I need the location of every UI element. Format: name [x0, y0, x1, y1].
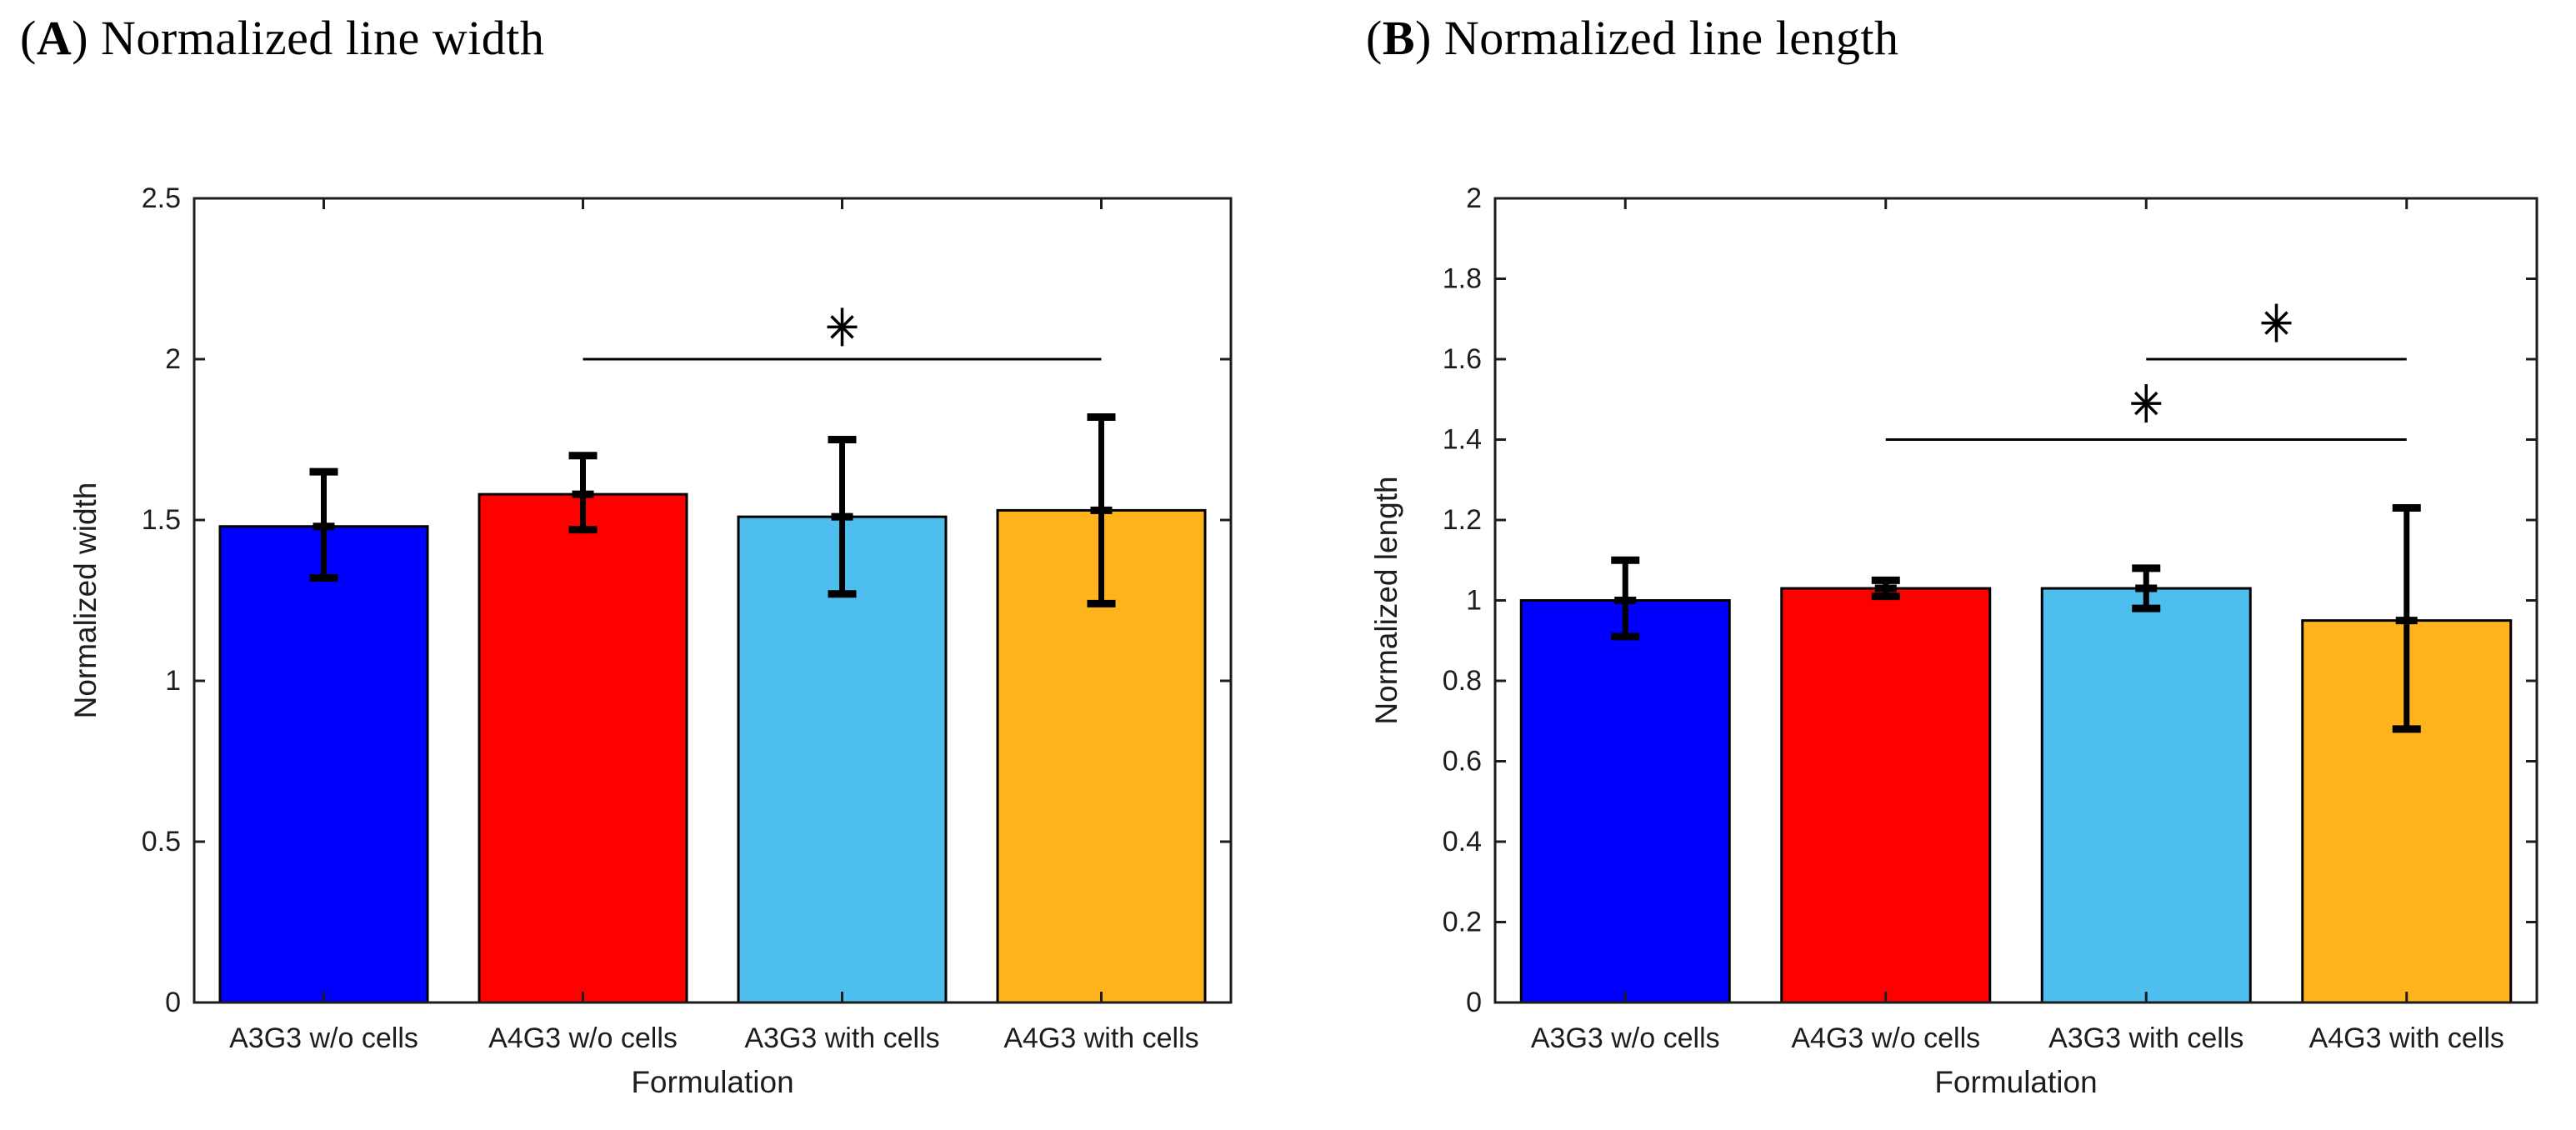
panel-a: (A) Normalized line width 0 0.5 1 1.5 2 2.5 A3… — [20, 10, 1233, 1099]
panel-b-title-open: ( — [1366, 11, 1383, 65]
x-tick-label: A3G3 w/o cells — [229, 1022, 418, 1054]
bar-chart-normalized-length: 0 0.2 0.4 0.6 0.8 1 1.2 1.4 1.6 1.8 2 A3G3 w/o cell… — [1369, 182, 2538, 1099]
y-tick-label: 1.5 — [142, 504, 181, 536]
asterisk-spoke — [2134, 391, 2158, 416]
bar-1 — [218, 525, 429, 1004]
y-tick-label: 2 — [165, 343, 181, 375]
y-tick-label: 2.5 — [142, 182, 181, 214]
x-tick-label: A4G3 w/o cells — [1791, 1022, 1980, 1054]
panel-b: (B) Normalized line length 0 0.2 0.4 0.6 0.8… — [1288, 0, 2576, 1130]
plot-box — [193, 197, 1233, 1004]
panel-b-title: (B) Normalized line length — [1366, 10, 1899, 66]
bar-1 — [1519, 599, 1731, 1004]
x-axis-label: Formulation — [1934, 1065, 2097, 1099]
x-tick-label: A3G3 with cells — [744, 1022, 939, 1054]
panel-b-title-letter: B — [1382, 11, 1416, 65]
y-tick-label: 1.8 — [1443, 263, 1482, 295]
panel-a-title-letter: A — [36, 11, 73, 65]
panel-a-title-rest: ) Normalized line width — [72, 11, 545, 65]
y-tick-label: 2 — [1466, 182, 1482, 214]
y-tick-label: 1.4 — [1443, 424, 1482, 456]
x-tick-label: A3G3 w/o cells — [1531, 1022, 1720, 1054]
x-tick-label: A4G3 w/o cells — [488, 1022, 678, 1054]
bar-chart-normalized-width: 0 0.5 1 1.5 2 2.5 A3G3 w/o cells A4G3 w/o cells… — [68, 182, 1233, 1099]
y-tick-label: 1.2 — [1443, 504, 1482, 536]
panel-a-title: (A) Normalized line width — [20, 10, 544, 66]
x-tick-label: A4G3 with cells — [2309, 1022, 2504, 1054]
asterisk-spoke — [830, 315, 854, 339]
y-tick-label: 0.8 — [1443, 665, 1482, 697]
panel-a-title-open: ( — [20, 11, 37, 65]
y-tick-label: 1 — [1466, 585, 1482, 617]
y-axis-label: Normalized width — [68, 482, 103, 719]
y-tick-label: 1.6 — [1443, 343, 1482, 375]
bar-2 — [1780, 587, 1992, 1004]
y-tick-label: 0.2 — [1443, 907, 1482, 938]
x-tick-label: A4G3 with cells — [1003, 1022, 1198, 1054]
panel-b-title-rest: ) Normalized line length — [1415, 11, 1899, 65]
x-axis-label: Formulation — [631, 1065, 793, 1099]
y-tick-label: 0.5 — [142, 826, 181, 858]
x-tick-label: A3G3 with cells — [2048, 1022, 2243, 1054]
asterisk-spoke — [2264, 311, 2288, 335]
significance-star — [2261, 303, 2292, 342]
significance-star — [827, 308, 858, 347]
y-tick-label: 0.4 — [1443, 826, 1482, 858]
significance-star — [2131, 384, 2162, 423]
bar-2 — [478, 492, 688, 1004]
bar-3 — [737, 515, 948, 1004]
y-tick-label: 0 — [165, 987, 181, 1018]
y-axis-label: Normalized length — [1369, 476, 1403, 724]
y-tick-label: 1 — [165, 665, 181, 697]
y-tick-label: 0.6 — [1443, 746, 1482, 778]
y-tick-label: 0 — [1466, 987, 1482, 1018]
bar-3 — [2040, 587, 2252, 1004]
